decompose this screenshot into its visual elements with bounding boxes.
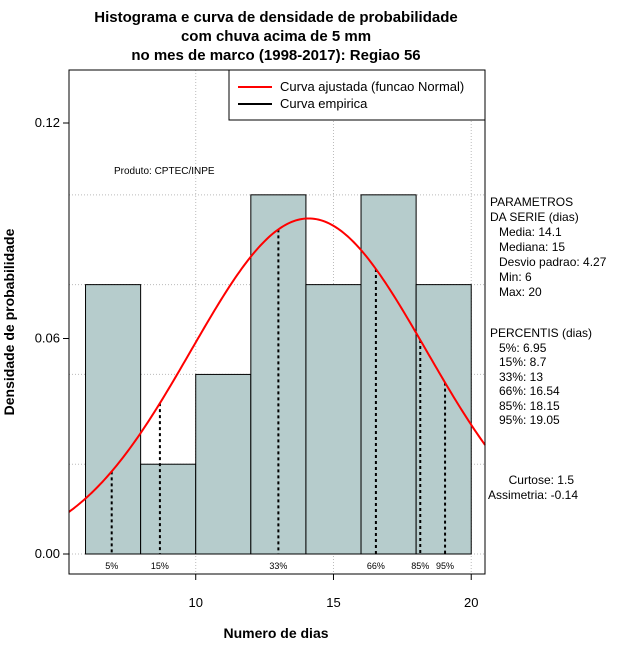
- histogram-bar: [195, 373, 252, 555]
- percentil-5: 5%: 6.95: [499, 341, 547, 355]
- param-desvio: Desvio padrao: 4.27: [499, 255, 607, 269]
- chart-title-line-3: no mes de marco (1998-2017): Regiao 56: [131, 47, 420, 64]
- param-media: Media: 14.1: [499, 225, 562, 239]
- percentil-15: 15%: 8.7: [499, 355, 547, 369]
- y-tick-label: 0.06: [35, 331, 60, 346]
- x-tick-label: 15: [326, 595, 340, 610]
- chart-title-line-1: Histograma e curva de densidade de proba…: [94, 9, 457, 26]
- y-tick-label: 0.12: [35, 115, 60, 130]
- percentile-label: 33%: [269, 561, 287, 571]
- normal-fit-curve: [68, 217, 486, 513]
- percentis-header: PERCENTIS (dias): [490, 326, 592, 340]
- histogram-bars: [85, 194, 472, 555]
- x-tick-label: 20: [464, 595, 478, 610]
- chart-title-line-2: com chuva acima de 5 mm: [181, 28, 371, 45]
- percentile-label: 5%: [105, 561, 118, 571]
- percentil-66: 66%: 16.54: [499, 384, 560, 398]
- legend-label-normal: Curva ajustada (funcao Normal): [280, 79, 464, 94]
- histogram-bar: [360, 194, 417, 555]
- percentil-85: 85%: 18.15: [499, 399, 560, 413]
- assimetria: Assimetria: -0.14: [488, 488, 578, 502]
- percentil-95: 95%: 19.05: [499, 413, 560, 427]
- x-tick-label: 10: [188, 595, 202, 610]
- percentile-markers: 5% 15% 33% 66% 85% 95%: [105, 229, 454, 571]
- histogram-bar: [85, 284, 142, 555]
- percentile-label: 15%: [151, 561, 169, 571]
- histogram-bar: [415, 284, 472, 555]
- param-max: Max: 20: [499, 285, 542, 299]
- params-header-2: DA SERIE (dias): [490, 210, 579, 224]
- histogram-bar: [305, 284, 362, 555]
- percentil-33: 33%: 13: [499, 370, 543, 384]
- product-annotation: Produto: CPTEC/INPE: [114, 166, 215, 177]
- axes: 10 15 20 0.00 0.06 0.12: [35, 115, 479, 610]
- param-min: Min: 6: [499, 270, 532, 284]
- side-panel: PARAMETROS DA SERIE (dias) Media: 14.1 M…: [488, 195, 607, 502]
- curtose: Curtose: 1.5: [509, 473, 575, 487]
- percentile-label: 66%: [367, 561, 385, 571]
- params-header-1: PARAMETROS: [490, 195, 573, 209]
- param-mediana: Mediana: 15: [499, 240, 565, 254]
- y-axis-label: Densidade de probabilidade: [1, 228, 17, 415]
- histogram-bar: [140, 463, 197, 555]
- x-axis-label: Numero de dias: [223, 625, 328, 641]
- legend-box: [228, 69, 486, 121]
- y-tick-label: 0.00: [35, 546, 60, 561]
- percentile-label: 85%: [411, 561, 429, 571]
- percentile-label: 95%: [436, 561, 454, 571]
- legend-label-empirica: Curva empirica: [280, 96, 368, 111]
- legend: Curva ajustada (funcao Normal) Curva emp…: [228, 69, 486, 121]
